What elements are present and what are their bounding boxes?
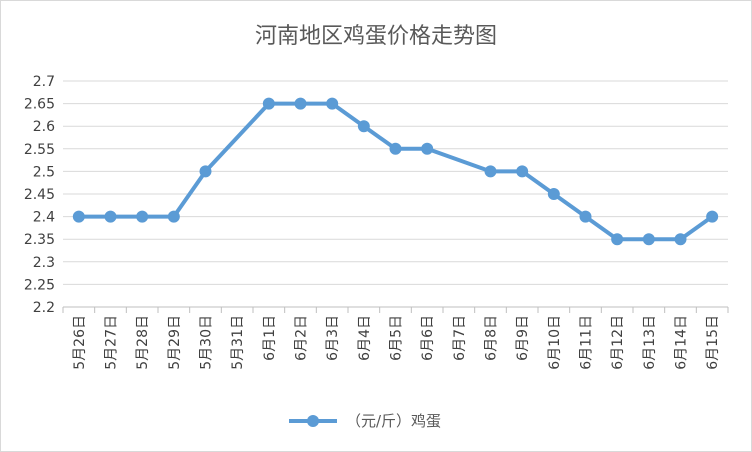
data-point [547,188,560,200]
data-point [706,210,719,223]
x-tick-label: 5月30日 [199,315,215,370]
x-tick-label: 6月6日 [420,315,436,361]
y-tick-label: 2.35 [24,232,55,248]
x-tick-label: 6月7日 [452,315,468,361]
y-tick-label: 2.5 [33,164,55,180]
data-point [579,210,592,223]
y-tick-label: 2.4 [33,210,55,226]
x-tick-label: 6月4日 [357,315,373,361]
y-tick-label: 2.7 [33,74,55,90]
data-point [136,210,149,223]
y-tick-label: 2.25 [24,277,55,293]
legend-label: （元/斤）鸡蛋 [346,412,441,430]
data-point [642,233,655,246]
x-tick-label: 5月28日 [135,315,151,370]
x-tick-label: 6月11日 [579,315,595,370]
y-axis-tick-labels: 2.2 2.25 2.3 2.35 2.4 2.45 2.5 2.55 2.6 2.65 2.7 [24,74,55,316]
x-tick-label: 6月5日 [389,315,405,361]
data-point [262,97,275,110]
x-axis-tick-labels: 5月26日 5月27日 5月28日 5月29日 5月30日 5月31日 6月1日 6月2日 6月… [72,315,721,370]
data-point [199,165,212,178]
data-point [72,210,85,223]
grid-lines [62,80,729,313]
data-point [167,210,180,223]
data-point [516,165,529,178]
data-point [326,97,339,110]
data-point [484,165,497,178]
y-tick-label: 2.65 [24,97,55,113]
x-tick-label: 6月12日 [610,315,626,370]
y-tick-label: 2.2 [33,300,55,316]
x-tick-label: 6月14日 [674,315,690,370]
x-tick-label: 6月10日 [547,315,563,370]
x-tick-label: 6月9日 [515,315,531,361]
data-point [674,233,687,246]
y-tick-label: 2.6 [33,119,55,135]
y-tick-label: 2.3 [33,255,55,271]
data-point [421,142,434,155]
y-tick-label: 2.45 [24,187,55,203]
x-tick-label: 6月15日 [705,315,721,370]
data-point [104,210,117,223]
legend-marker-swatch [307,415,319,427]
x-tick-label: 5月31日 [230,315,246,370]
x-tick-label: 6月2日 [294,315,310,361]
data-point [294,97,307,110]
data-point [357,120,370,133]
data-point [389,142,402,155]
chart-title: 河南地区鸡蛋价格走势图 [255,24,497,49]
x-tick-label: 6月1日 [262,315,278,361]
series-layer [72,97,719,246]
x-tick-label: 5月29日 [167,315,183,370]
y-tick-label: 2.55 [24,142,55,158]
data-point [611,233,624,246]
x-tick-label: 6月13日 [642,315,658,370]
x-tick-label: 5月26日 [72,315,88,370]
legend: （元/斤）鸡蛋 [289,412,441,430]
x-tick-label: 6月8日 [484,315,500,361]
x-tick-label: 6月3日 [325,315,341,361]
x-tick-label: 5月27日 [104,315,120,370]
